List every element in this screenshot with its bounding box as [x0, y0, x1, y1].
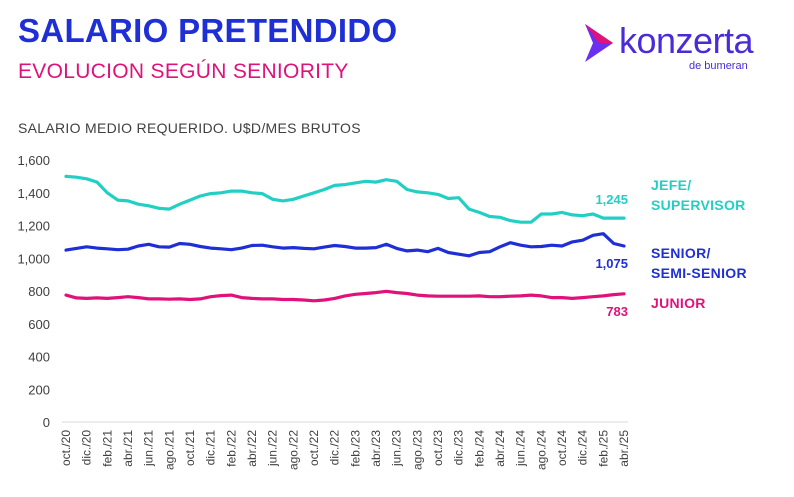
x-tick-label: dic./21 — [204, 430, 218, 466]
x-tick-label: feb./22 — [224, 430, 238, 467]
x-tick-label: dic./24 — [576, 430, 590, 466]
x-tick-label: jun./23 — [390, 430, 404, 467]
x-tick-label: abr./23 — [369, 430, 383, 467]
x-tick-label: oct./23 — [431, 430, 445, 466]
y-tick-label: 400 — [28, 350, 50, 365]
x-tick-label: abr./21 — [121, 430, 135, 467]
y-tick-label: 1,400 — [17, 186, 50, 201]
x-tick-label: feb./24 — [472, 430, 486, 467]
series-name-label: JEFE/ — [651, 177, 691, 193]
x-tick-label: oct./24 — [555, 430, 569, 466]
x-tick-label: dic./23 — [452, 430, 466, 466]
logo-tagline: de bumeran — [689, 60, 748, 72]
series-line-0 — [64, 174, 626, 224]
x-tick-label: oct./21 — [183, 430, 197, 466]
konzerta-chevron-icon — [585, 24, 613, 62]
x-tick-label: abr./25 — [617, 430, 631, 467]
x-tick-label: ago./24 — [534, 430, 548, 470]
x-tick-label: dic./20 — [80, 430, 94, 466]
x-tick-label: feb./25 — [596, 430, 610, 467]
x-tick-label: dic./22 — [328, 430, 342, 466]
konzerta-logo: konzerta de bumeran — [583, 18, 783, 78]
y-tick-label: 1,200 — [17, 219, 50, 234]
x-tick-label: jun./21 — [142, 430, 156, 467]
y-tick-label: 1,600 — [17, 153, 50, 168]
series-line-2 — [64, 289, 626, 303]
y-tick-label: 1,000 — [17, 251, 50, 266]
logo-wordmark: konzerta — [619, 20, 754, 61]
x-tick-label: feb./21 — [100, 430, 114, 467]
y-tick-label: 800 — [28, 284, 50, 299]
page-title: SALARIO PRETENDIDO — [18, 12, 398, 49]
x-tick-label: abr./24 — [493, 430, 507, 467]
series-name-label: SENIOR/ — [651, 245, 711, 261]
series-line-1 — [64, 232, 626, 258]
x-tick-label: jun./24 — [514, 430, 528, 467]
y-tick-label: 600 — [28, 317, 50, 332]
series-name-label: SEMI-SENIOR — [651, 265, 747, 281]
y-tick-label: 200 — [28, 382, 50, 397]
series-end-value: 1,245 — [595, 192, 628, 207]
x-tick-label: ago./23 — [410, 430, 424, 470]
series-name-label: SUPERVISOR — [651, 197, 746, 213]
x-tick-label: jun./22 — [266, 430, 280, 467]
x-tick-label: oct./22 — [307, 430, 321, 466]
x-tick-label: ago./22 — [286, 430, 300, 470]
x-tick-label: oct./20 — [59, 430, 73, 466]
series-name-label: JUNIOR — [651, 295, 706, 311]
x-tick-label: feb./23 — [348, 430, 362, 467]
x-tick-label: ago./21 — [162, 430, 176, 470]
page-subtitle: EVOLUCION SEGÚN SENIORITY — [18, 60, 349, 83]
y-tick-label: 0 — [43, 415, 50, 430]
chart-title: SALARIO MEDIO REQUERIDO. U$D/MES BRUTOS — [18, 120, 361, 136]
x-tick-label: abr./22 — [245, 430, 259, 467]
series-end-value: 783 — [606, 304, 628, 319]
series-end-value: 1,075 — [595, 256, 628, 271]
